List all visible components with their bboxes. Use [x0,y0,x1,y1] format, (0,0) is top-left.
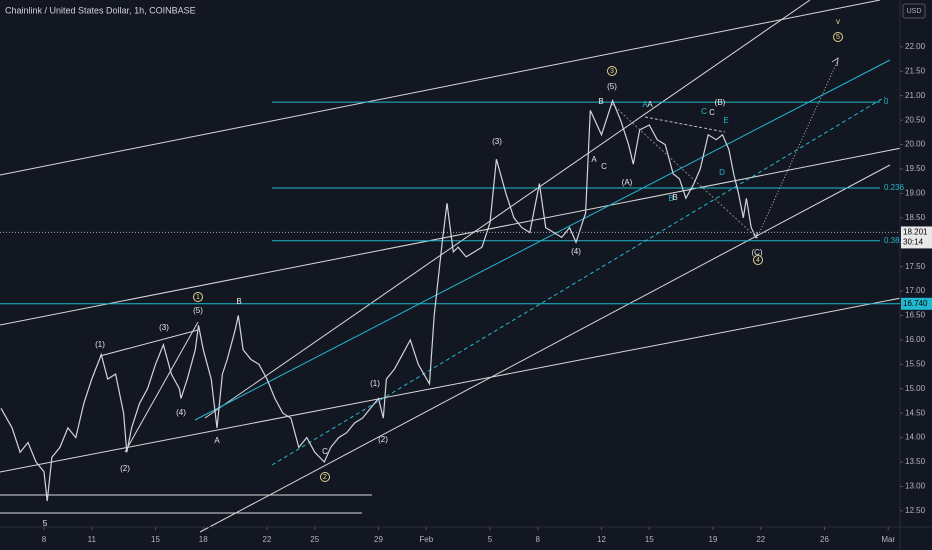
wave-label: A [214,436,220,445]
arrow-head [831,56,839,67]
wave-label: (3) [492,137,502,146]
fib-label: 0.236 [884,183,905,192]
level-box-label: 16.740 [903,299,928,308]
currency-box[interactable] [902,3,926,19]
wave-label: 3 [610,68,614,75]
wave-link [611,103,758,239]
price-line [0,98,759,502]
wave-circle [193,292,203,302]
wave-label: (A) [622,178,633,187]
x-tick-label: 5 [488,535,493,544]
projection-arrow [756,59,839,239]
x-tick-label: 22 [263,535,272,544]
x-tick-label: 8 [42,535,47,544]
wave-label: E [723,116,728,125]
wave-circle [753,255,763,265]
x-tick-label: 15 [151,535,160,544]
chart-title: Chainlink / United States Dollar, 1h, CO… [5,5,196,15]
y-tick-label: 22.00 [905,42,926,51]
y-tick-label: 14.00 [905,433,926,442]
y-tick-label: 17.00 [905,286,926,295]
x-tick-label: 18 [199,535,208,544]
x-tick-label: Feb [419,535,433,544]
y-tick-label: 21.00 [905,91,926,100]
x-tick-label: 26 [820,535,829,544]
x-tick-label: 29 [374,535,383,544]
y-tick-label: 12.50 [905,506,926,515]
wave-label: (C) [751,248,762,257]
y-tick-label: 17.50 [905,262,926,271]
wave-label: A [591,155,597,164]
x-tick-label: 12 [597,535,606,544]
wave-label: C [601,162,607,171]
y-tick-label: 16.50 [905,311,926,320]
currency[interactable]: USD [907,8,922,15]
countdown-label: 30:14 [903,238,924,247]
y-tick-label: 13.00 [905,482,926,491]
trendlines [0,0,932,533]
y-tick-label: 19.00 [905,189,926,198]
wave-circle [320,472,330,482]
wave-label: B [598,97,603,106]
wave-label: (5) [193,306,203,315]
wave-label: A [642,100,648,109]
x-tick-label: 19 [709,535,718,544]
x-tick-label: 11 [88,535,97,544]
y-tick-label: 18.50 [905,213,926,222]
y-tick-label: 20.00 [905,140,926,149]
wave-label: 5 [43,519,48,528]
fib-label: 0 [884,97,889,106]
wave-label: B [672,193,677,202]
wave-label: D [719,168,725,177]
last-price-box [901,226,932,249]
wave-label: (1) [370,379,380,388]
wave-label: (B) [715,98,726,107]
triangle-line [644,116,726,133]
x-tick-label: 25 [310,535,319,544]
wave-label: 2 [323,474,327,481]
wave-label: (3) [159,323,169,332]
wave-label: (4) [571,247,581,256]
wave-label: 1 [196,294,200,301]
wave-label: (1) [95,340,105,349]
wave-label: (2) [120,464,130,473]
wave-label: C [701,107,707,116]
y-tick-label: 14.50 [905,408,926,417]
x-tick-label: Mar [881,535,895,544]
price-axis [900,0,932,550]
y-tick-label: 13.50 [905,457,926,466]
wave-label: B [236,297,241,306]
last-price-label: 18.201 [903,228,928,237]
wave-label: A [647,100,653,109]
y-tick-label: 16.00 [905,335,926,344]
level-box [901,297,932,310]
y-tick-label: 19.50 [905,164,926,173]
wave-circle [607,66,617,76]
x-tick-label: 15 [645,535,654,544]
x-tick-label: 22 [756,535,765,544]
x-tick-label: 8 [536,535,541,544]
y-tick-label: 20.50 [905,115,926,124]
wave-label: C [322,447,328,456]
wave-label: 4 [756,257,760,264]
y-tick-label: 15.00 [905,384,926,393]
wave-label: (5) [607,82,617,91]
wave-label: C [709,108,715,117]
wave-label: v [836,17,840,26]
y-tick-label: 21.50 [905,66,926,75]
wave-circle [833,32,843,42]
wave-label: B [668,194,673,203]
wave-label: (2) [378,435,388,444]
fib-label: 0.38 [884,236,900,245]
wave-label: (4) [176,408,186,417]
wave-label: 5 [836,34,840,41]
y-tick-label: 15.50 [905,359,926,368]
